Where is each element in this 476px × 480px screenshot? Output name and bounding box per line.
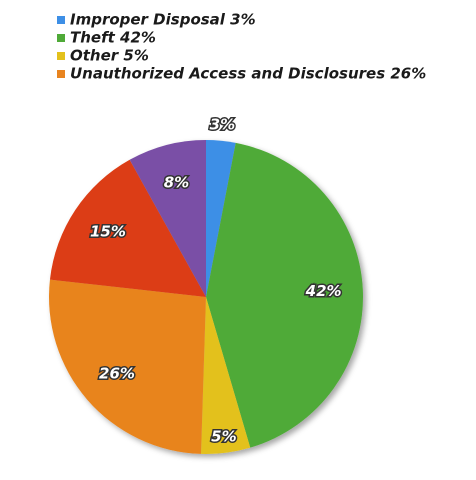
pie-slice bbox=[201, 297, 251, 454]
pie-slice bbox=[206, 140, 236, 297]
pie bbox=[48, 140, 363, 454]
data-label: 5% bbox=[211, 428, 236, 446]
legend-label: Other 5% bbox=[70, 47, 149, 65]
pie-slice bbox=[48, 279, 206, 454]
legend-label: Unauthorized Access and Disclosures 26% bbox=[70, 65, 426, 83]
legend-swatch bbox=[57, 34, 65, 42]
legend-label: Theft 42% bbox=[70, 29, 156, 47]
data-label: 15% bbox=[90, 222, 126, 240]
data-label: 42% bbox=[305, 282, 342, 300]
legend-label: Improper Disposal 3% bbox=[70, 11, 256, 29]
legend-swatch bbox=[57, 16, 65, 24]
pie-slice bbox=[129, 140, 206, 297]
data-label: 3% bbox=[210, 116, 235, 134]
legend-swatch bbox=[57, 52, 65, 60]
data-label: 8% bbox=[164, 174, 189, 192]
data-label: 26% bbox=[99, 365, 135, 383]
pie-slice bbox=[206, 142, 363, 448]
pie-slice bbox=[49, 159, 206, 297]
legend-swatch bbox=[57, 70, 65, 78]
